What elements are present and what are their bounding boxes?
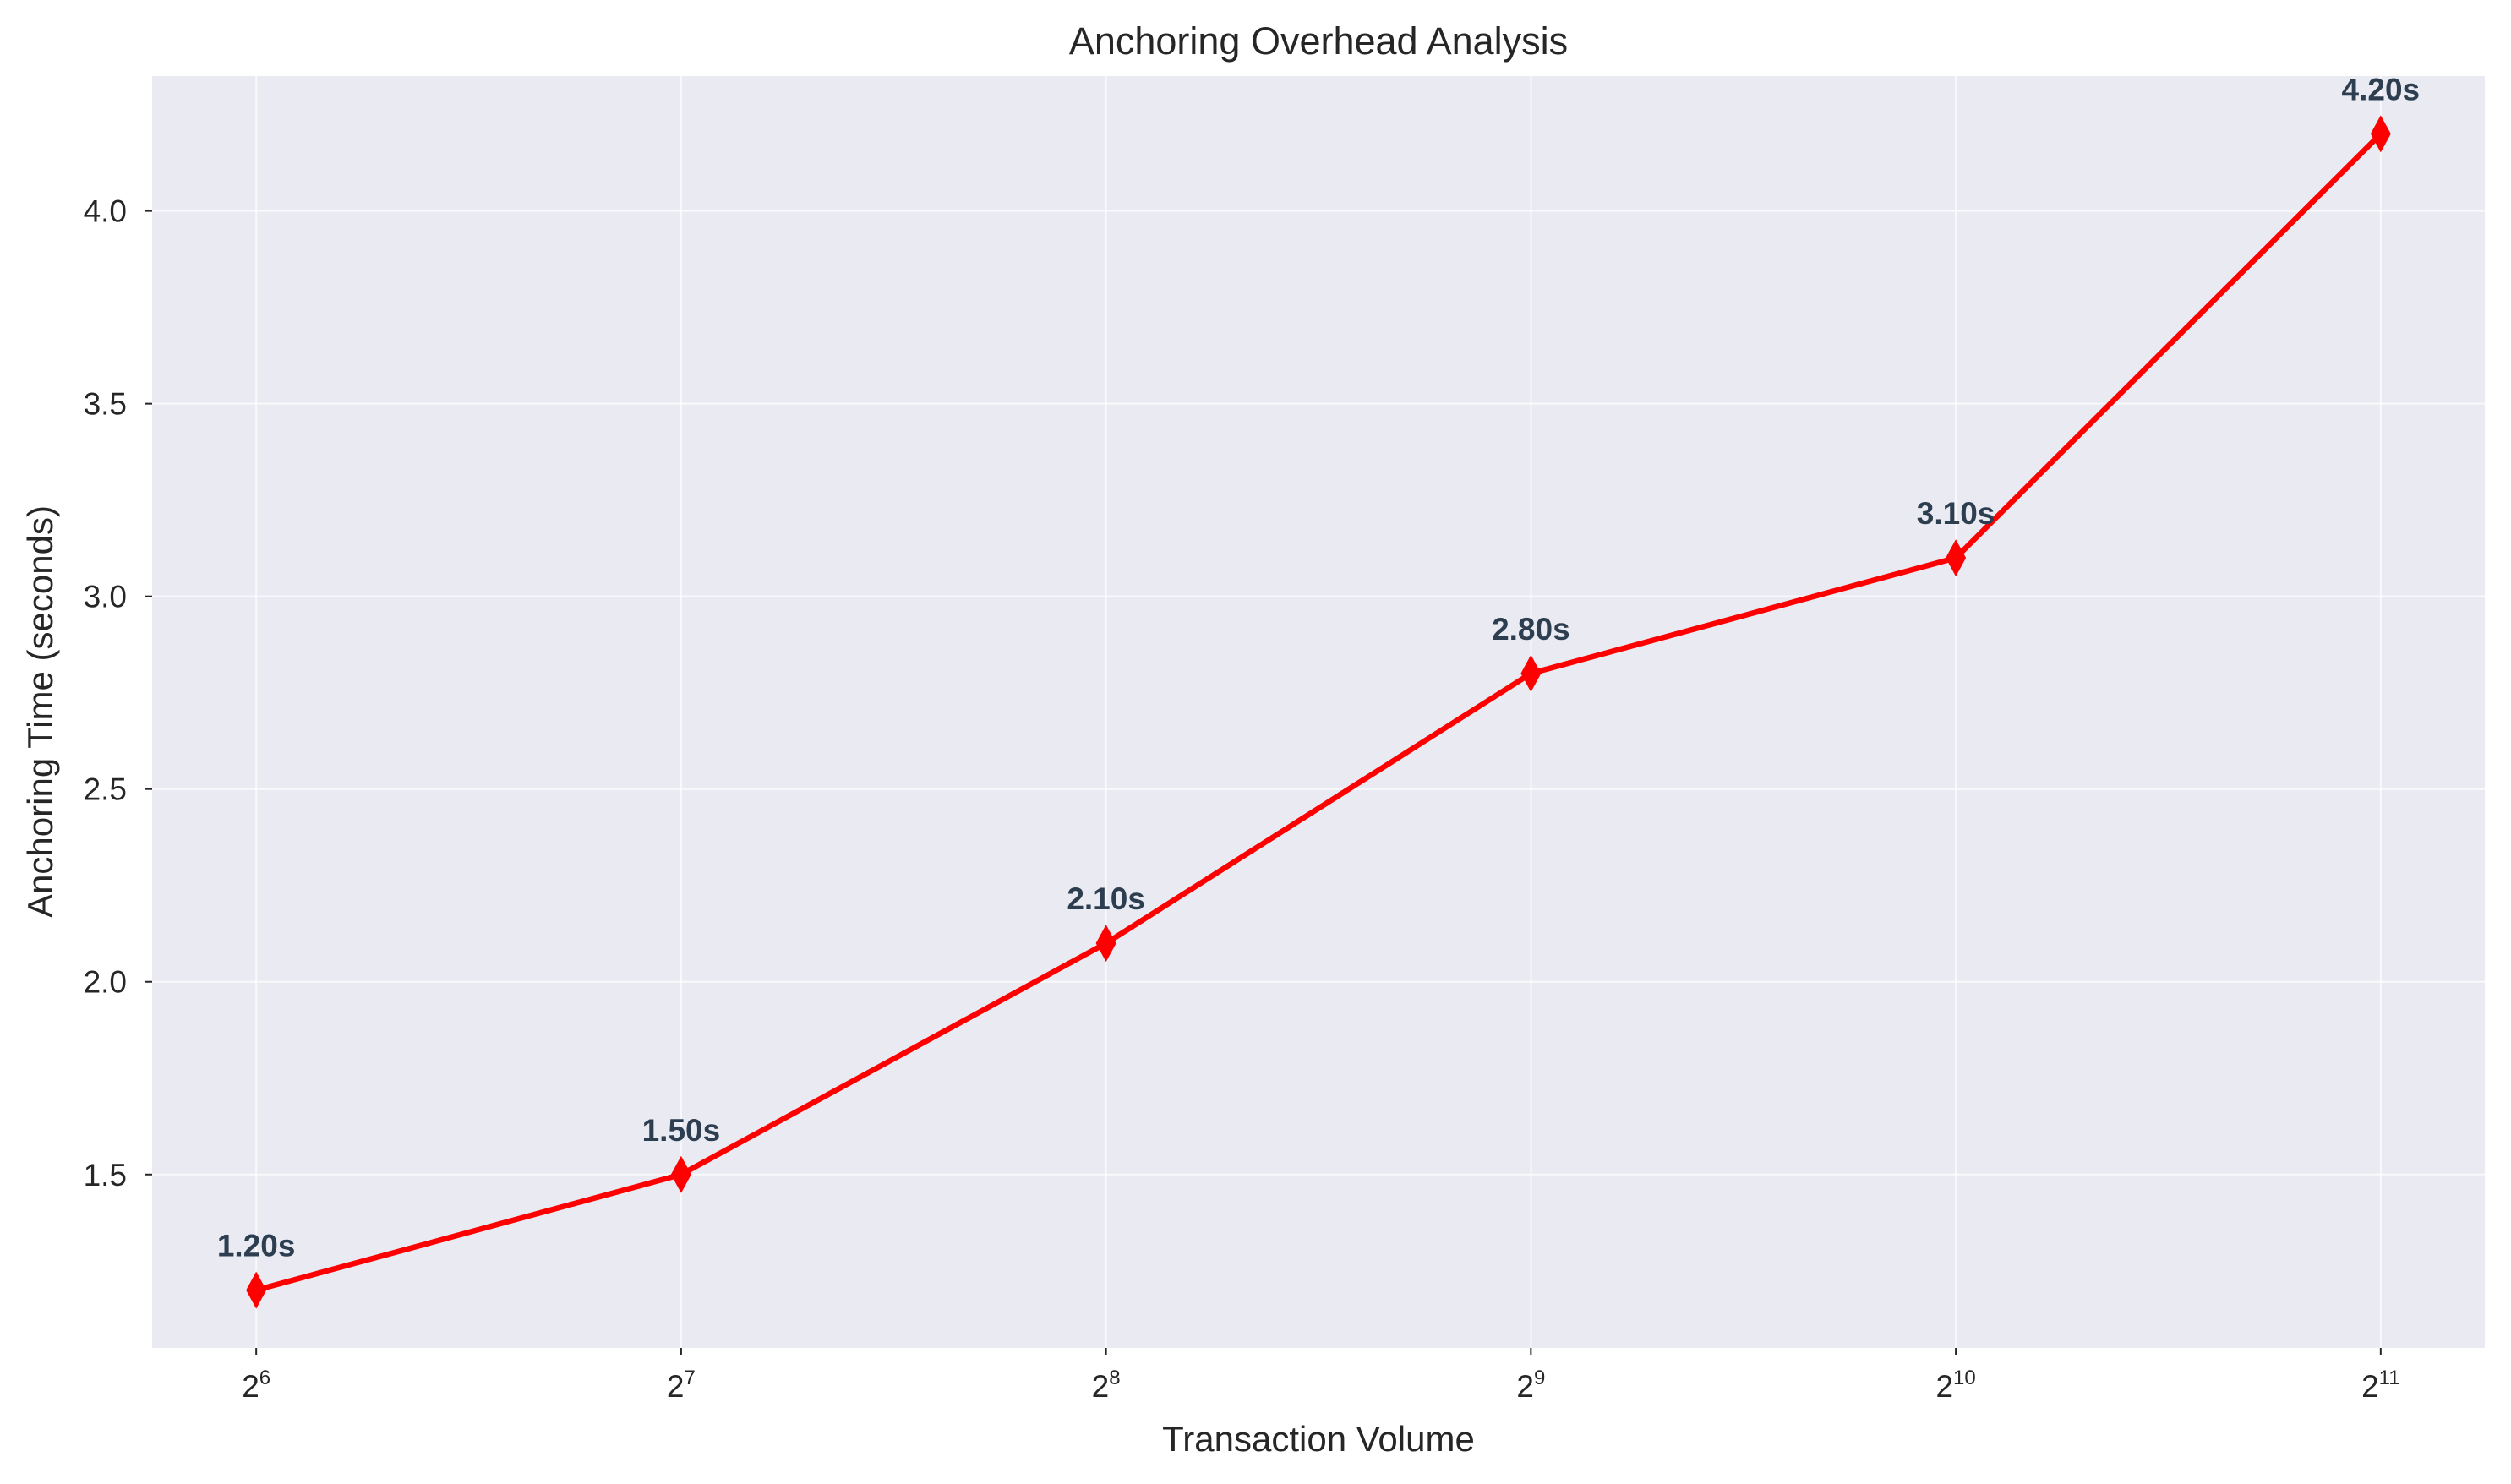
data-label: 1.20s (217, 1229, 296, 1263)
x-tick-label: 211 (2361, 1367, 2400, 1404)
x-tick-label: 210 (1935, 1367, 1975, 1404)
y-tick-label: 4.0 (84, 194, 127, 229)
data-label: 2.80s (1492, 612, 1570, 647)
y-tick-label: 2.0 (84, 965, 127, 1000)
y-axis-label: Anchoring Time (seconds) (20, 505, 60, 918)
chart-title: Anchoring Overhead Analysis (1069, 19, 1568, 63)
data-point-marker (670, 1155, 691, 1193)
y-tick-label: 3.0 (84, 580, 127, 614)
data-point-marker (1946, 539, 1967, 577)
axis-ticks: 26 27 28 29 210 211 1.5 2.0 2.5 3.0 3.5 4.0 (84, 194, 2400, 1404)
data-point-marker (2370, 115, 2391, 153)
x-tick-label: 27 (667, 1367, 696, 1404)
series (246, 115, 2391, 1309)
data-point-marker (1520, 654, 1542, 692)
x-tick-label: 28 (1092, 1367, 1121, 1404)
data-label: 4.20s (2342, 72, 2421, 106)
series-line (255, 132, 2383, 1293)
data-point-marker (1095, 925, 1116, 963)
data-point-marker (246, 1271, 267, 1309)
data-label: 2.10s (1067, 881, 1145, 916)
grid (152, 76, 2485, 1348)
data-label: 3.10s (1917, 496, 1995, 531)
y-tick-label: 2.5 (84, 772, 127, 807)
data-label: 1.50s (642, 1113, 721, 1148)
data-labels: 1.20s 1.50s 2.10s 2.80s 3.10s 4.20s (217, 72, 2420, 1263)
plot-area (152, 76, 2485, 1348)
y-tick-label: 1.5 (84, 1158, 127, 1192)
y-tick-label: 3.5 (84, 387, 127, 422)
x-tick-label: 29 (1516, 1367, 1545, 1404)
x-tick-label: 26 (242, 1367, 270, 1404)
x-axis-label: Transaction Volume (1162, 1419, 1475, 1459)
